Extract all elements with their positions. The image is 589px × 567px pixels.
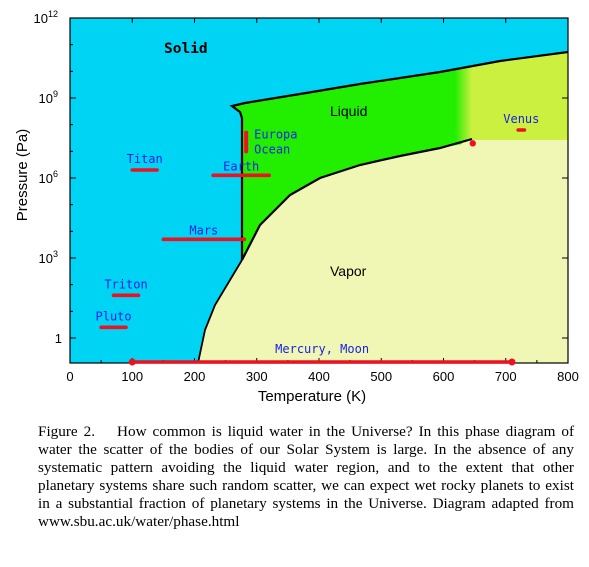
plot-area xyxy=(70,18,568,363)
earth-label: Earth xyxy=(223,159,259,173)
x-tick-label: 700 xyxy=(495,369,517,384)
sublimation-curve xyxy=(197,259,243,364)
x-tick-label: 100 xyxy=(121,369,143,384)
x-tick-label: 400 xyxy=(308,369,330,384)
liquid-region xyxy=(232,69,462,260)
y-tick-label: 109 xyxy=(39,89,58,106)
europa-ocean-label-line2: Ocean xyxy=(254,143,290,157)
x-tick-label: 0 xyxy=(66,369,73,384)
y-axis-title: Pressure (Pa) xyxy=(14,129,31,222)
mercury-moon-end-right xyxy=(508,358,516,366)
titan-label: Titan xyxy=(127,152,163,166)
x-tick-label: 500 xyxy=(370,369,392,384)
x-tick-label: 300 xyxy=(246,369,268,384)
vaporization-curve xyxy=(241,137,473,261)
y-axis-ticks: 1012 109 106 103 1 xyxy=(34,9,568,346)
caption-number: Figure 2. xyxy=(38,423,96,440)
liquid-label: Liquid xyxy=(330,103,367,119)
solid-region xyxy=(70,18,568,363)
caption-text: How common is liquid water in the Univer… xyxy=(38,423,575,531)
y-tick-label: 106 xyxy=(39,169,58,186)
mercury-moon-end-left xyxy=(128,358,136,366)
figure-caption: Figure 2. How common is liquid water in t… xyxy=(38,423,574,532)
x-tick-label: 200 xyxy=(184,369,206,384)
triton-label: Triton xyxy=(104,277,147,291)
x-tick-label: 800 xyxy=(557,369,579,384)
venus-label: Venus xyxy=(503,112,539,126)
mercury-moon-label: Mercury, Moon xyxy=(275,342,369,356)
x-tick-label: 600 xyxy=(433,369,455,384)
mars-label: Mars xyxy=(189,223,218,237)
y-tick-label: 1012 xyxy=(34,9,58,26)
supercritical-region xyxy=(472,52,568,140)
y-tick-label: 1 xyxy=(55,331,62,346)
vapor-label: Vapor xyxy=(330,263,367,279)
europa-ocean-label-line1: Europa xyxy=(254,128,297,142)
liquid-supercritical-transition xyxy=(455,67,472,142)
phase-diagram-figure: Solid Liquid Vapor 0 100 200 300 400 500 600 70… xyxy=(14,9,579,405)
x-axis-title: Temperature (K) xyxy=(258,388,366,405)
pluto-label: Pluto xyxy=(96,309,132,323)
critical-point xyxy=(469,140,476,147)
solid-label: Solid xyxy=(164,41,208,57)
y-tick-label: 103 xyxy=(39,249,58,266)
melting-sublimation-curve xyxy=(229,50,568,260)
